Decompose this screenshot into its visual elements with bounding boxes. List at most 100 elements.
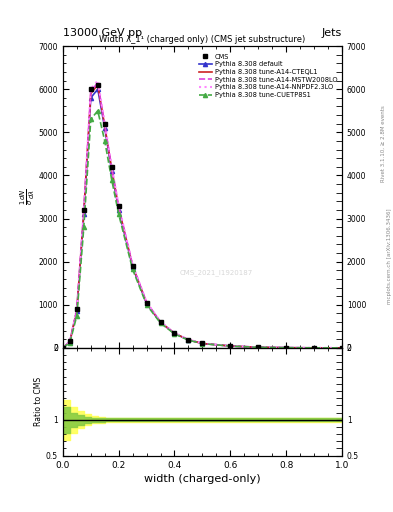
Pythia 8.308 tune-A14-MSTW2008LO	[340, 345, 344, 351]
Pythia 8.308 default	[284, 345, 288, 351]
Pythia 8.308 tune-A14-MSTW2008LO	[116, 203, 121, 209]
Pythia 8.308 tune-A14-CTEQL1	[256, 344, 261, 350]
Pythia 8.308 tune-A14-CTEQL1	[186, 337, 191, 343]
Pythia 8.308 tune-A14-NNPDF2.3LO	[200, 340, 205, 347]
Pythia 8.308 tune-A14-MSTW2008LO	[144, 300, 149, 306]
Pythia 8.308 tune-A14-NNPDF2.3LO	[186, 336, 191, 343]
Pythia 8.308 tune-A14-NNPDF2.3LO	[81, 207, 86, 213]
Pythia 8.308 tune-A14-CTEQL1	[158, 319, 163, 325]
Pythia 8.308 tune-CUETP8S1	[81, 224, 86, 230]
Line: Pythia 8.308 tune-CUETP8S1: Pythia 8.308 tune-CUETP8S1	[61, 109, 344, 350]
Pythia 8.308 default	[158, 319, 163, 326]
Line: Pythia 8.308 default: Pythia 8.308 default	[61, 87, 344, 350]
Pythia 8.308 tune-A14-NNPDF2.3LO	[109, 164, 114, 170]
Pythia 8.308 tune-A14-NNPDF2.3LO	[284, 345, 288, 351]
Pythia 8.308 tune-A14-MSTW2008LO	[186, 336, 191, 343]
Pythia 8.308 tune-CUETP8S1	[109, 177, 114, 183]
Pythia 8.308 tune-A14-MSTW2008LO	[102, 121, 107, 127]
Text: CMS_2021_I1920187: CMS_2021_I1920187	[180, 269, 253, 276]
Pythia 8.308 tune-A14-MSTW2008LO	[158, 319, 163, 325]
Pythia 8.308 default	[172, 330, 177, 336]
Pythia 8.308 tune-A14-NNPDF2.3LO	[228, 343, 233, 349]
Text: 13000 GeV pp: 13000 GeV pp	[63, 28, 142, 38]
Pythia 8.308 tune-A14-MSTW2008LO	[172, 330, 177, 336]
Pythia 8.308 tune-A14-NNPDF2.3LO	[340, 345, 344, 351]
Pythia 8.308 tune-CUETP8S1	[68, 339, 72, 346]
Pythia 8.308 tune-CUETP8S1	[75, 312, 79, 318]
Pythia 8.308 tune-A14-NNPDF2.3LO	[144, 299, 149, 305]
Pythia 8.308 tune-CUETP8S1	[144, 302, 149, 308]
Text: Rivet 3.1.10, ≥ 2.8M events: Rivet 3.1.10, ≥ 2.8M events	[381, 105, 386, 182]
Pythia 8.308 tune-A14-CTEQL1	[312, 345, 316, 351]
Pythia 8.308 tune-A14-NNPDF2.3LO	[61, 345, 65, 351]
Pythia 8.308 default	[340, 345, 344, 351]
Pythia 8.308 tune-A14-NNPDF2.3LO	[130, 262, 135, 268]
Pythia 8.308 tune-A14-NNPDF2.3LO	[75, 306, 79, 312]
Pythia 8.308 tune-A14-CTEQL1	[116, 205, 121, 211]
Pythia 8.308 tune-A14-CTEQL1	[61, 345, 65, 351]
Pythia 8.308 tune-CUETP8S1	[186, 337, 191, 343]
Pythia 8.308 default	[186, 337, 191, 343]
Pythia 8.308 tune-A14-CTEQL1	[95, 82, 100, 88]
Pythia 8.308 tune-A14-CTEQL1	[75, 307, 79, 313]
Pythia 8.308 tune-A14-MSTW2008LO	[95, 80, 100, 86]
Pythia 8.308 default	[312, 345, 316, 351]
Pythia 8.308 default	[144, 301, 149, 307]
Y-axis label: $\frac{1}{\sigma}\frac{dN}{d\lambda}$: $\frac{1}{\sigma}\frac{dN}{d\lambda}$	[19, 188, 37, 205]
Pythia 8.308 tune-A14-NNPDF2.3LO	[68, 338, 72, 345]
Pythia 8.308 tune-A14-CTEQL1	[172, 330, 177, 336]
Pythia 8.308 tune-A14-CTEQL1	[68, 338, 72, 345]
Text: Jets: Jets	[321, 28, 342, 38]
Pythia 8.308 tune-CUETP8S1	[61, 345, 65, 351]
Pythia 8.308 default	[200, 340, 205, 347]
Pythia 8.308 tune-A14-CTEQL1	[284, 345, 288, 351]
Pythia 8.308 tune-A14-CTEQL1	[109, 166, 114, 172]
Pythia 8.308 tune-CUETP8S1	[256, 344, 261, 350]
Text: mcplots.cern.ch [arXiv:1306.3436]: mcplots.cern.ch [arXiv:1306.3436]	[387, 208, 391, 304]
Pythia 8.308 tune-A14-MSTW2008LO	[81, 208, 86, 214]
Pythia 8.308 tune-A14-NNPDF2.3LO	[158, 319, 163, 325]
Pythia 8.308 default	[228, 343, 233, 349]
Pythia 8.308 tune-A14-MSTW2008LO	[109, 164, 114, 170]
Pythia 8.308 tune-A14-CTEQL1	[340, 345, 344, 351]
Pythia 8.308 tune-A14-MSTW2008LO	[75, 307, 79, 313]
Line: Pythia 8.308 tune-A14-MSTW2008LO: Pythia 8.308 tune-A14-MSTW2008LO	[63, 83, 342, 348]
Pythia 8.308 tune-A14-NNPDF2.3LO	[172, 330, 177, 336]
Pythia 8.308 tune-CUETP8S1	[88, 116, 93, 122]
Pythia 8.308 tune-CUETP8S1	[228, 343, 233, 349]
X-axis label: width (charged-only): width (charged-only)	[144, 474, 261, 484]
Pythia 8.308 default	[88, 95, 93, 101]
Pythia 8.308 tune-A14-MSTW2008LO	[130, 262, 135, 268]
Pythia 8.308 tune-A14-CTEQL1	[81, 209, 86, 215]
Pythia 8.308 tune-CUETP8S1	[95, 108, 100, 114]
Pythia 8.308 default	[130, 264, 135, 270]
Pythia 8.308 default	[68, 339, 72, 345]
Pythia 8.308 default	[95, 86, 100, 92]
Pythia 8.308 tune-CUETP8S1	[130, 266, 135, 272]
Pythia 8.308 tune-A14-CTEQL1	[102, 123, 107, 129]
Pythia 8.308 tune-CUETP8S1	[116, 211, 121, 217]
Pythia 8.308 tune-A14-CTEQL1	[144, 300, 149, 306]
Pythia 8.308 default	[102, 125, 107, 131]
Pythia 8.308 default	[81, 211, 86, 217]
Pythia 8.308 tune-A14-MSTW2008LO	[61, 345, 65, 351]
Pythia 8.308 tune-CUETP8S1	[284, 345, 288, 351]
Pythia 8.308 default	[256, 344, 261, 350]
Pythia 8.308 default	[116, 207, 121, 213]
Pythia 8.308 tune-A14-CTEQL1	[130, 263, 135, 269]
Pythia 8.308 tune-CUETP8S1	[158, 320, 163, 326]
Pythia 8.308 tune-A14-CTEQL1	[88, 91, 93, 97]
Pythia 8.308 tune-A14-NNPDF2.3LO	[256, 344, 261, 350]
Pythia 8.308 tune-A14-MSTW2008LO	[68, 338, 72, 345]
Pythia 8.308 tune-A14-NNPDF2.3LO	[116, 203, 121, 209]
Pythia 8.308 tune-CUETP8S1	[102, 138, 107, 144]
Pythia 8.308 tune-CUETP8S1	[200, 340, 205, 347]
Pythia 8.308 tune-A14-MSTW2008LO	[88, 88, 93, 94]
Y-axis label: Ratio to CMS: Ratio to CMS	[34, 377, 43, 426]
Pythia 8.308 tune-A14-NNPDF2.3LO	[95, 77, 100, 83]
Pythia 8.308 tune-A14-MSTW2008LO	[228, 343, 233, 349]
Line: Pythia 8.308 tune-A14-NNPDF2.3LO: Pythia 8.308 tune-A14-NNPDF2.3LO	[63, 80, 342, 348]
Pythia 8.308 tune-CUETP8S1	[340, 345, 344, 351]
Title: Width λ_1¹ (charged only) (CMS jet substructure): Width λ_1¹ (charged only) (CMS jet subst…	[99, 35, 305, 44]
Pythia 8.308 tune-A14-MSTW2008LO	[284, 345, 288, 351]
